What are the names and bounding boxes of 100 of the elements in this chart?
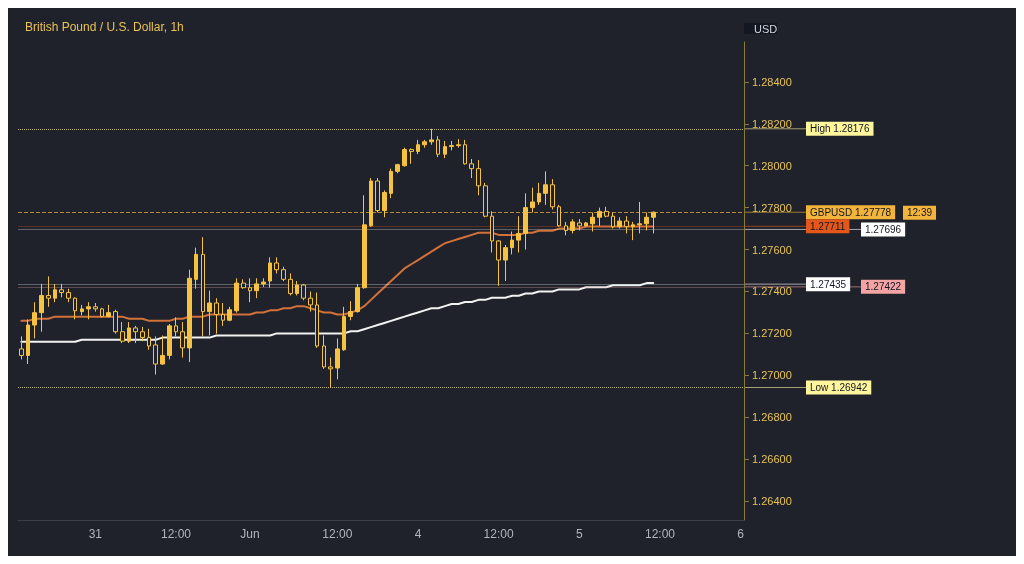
x-tick-label: 12:00	[322, 527, 353, 541]
y-axis-title: USD	[754, 22, 778, 35]
candlestick	[214, 297, 219, 335]
candlestick	[328, 357, 333, 388]
line-series	[20, 282, 655, 343]
candlestick	[570, 218, 575, 234]
candlestick	[409, 148, 414, 165]
ref-line-label: 1.27435	[810, 278, 847, 290]
candlestick	[73, 296, 77, 320]
candlestick	[469, 158, 474, 179]
candlestick	[362, 194, 367, 290]
ref-line-label: 1.27696	[865, 223, 902, 235]
candlestick	[443, 140, 447, 159]
candlestick	[66, 288, 71, 303]
candlestick	[550, 178, 555, 211]
candlestick	[416, 139, 420, 155]
candlestick	[234, 277, 239, 314]
candlestick	[490, 210, 494, 253]
y-tick-label: 1.27600	[752, 243, 792, 256]
y-tick-label: 1.27200	[752, 327, 792, 340]
ref-line-label: Low 1.26942	[810, 382, 868, 393]
candlestick	[597, 207, 602, 227]
candlestick	[160, 335, 165, 366]
candlestick	[523, 192, 528, 251]
candlestick	[180, 321, 185, 359]
x-tick-label: Jun	[240, 527, 260, 541]
candlestick	[651, 210, 656, 234]
candlestick	[584, 221, 588, 228]
candlestick	[557, 204, 561, 228]
candlestick	[93, 302, 98, 313]
candlestick	[348, 300, 353, 321]
candlestick	[153, 335, 158, 375]
candlestick	[402, 147, 407, 168]
candlestick	[100, 307, 104, 318]
x-tick-label: 4	[414, 527, 422, 541]
candlestick	[19, 335, 24, 360]
candlestick	[476, 159, 481, 196]
candlestick	[32, 301, 37, 339]
candlestick	[564, 221, 568, 236]
candlestick	[624, 215, 629, 234]
candlestick	[436, 135, 440, 158]
candlestick	[140, 326, 145, 342]
candlestick	[295, 280, 299, 296]
candlestick	[449, 140, 454, 151]
candlestick	[516, 215, 521, 253]
candlestick	[59, 283, 64, 298]
candlestick	[342, 306, 346, 352]
candlestick	[187, 269, 192, 363]
candlestick	[248, 277, 252, 303]
candlestick	[503, 244, 508, 282]
ref-line-label: High 1.28176	[810, 123, 870, 135]
x-tick-label: 12:00	[483, 527, 514, 541]
candlestick	[537, 182, 541, 206]
candlestick	[106, 304, 111, 318]
candlestick	[53, 283, 57, 303]
text: 12:39	[907, 207, 933, 219]
candlestick	[590, 211, 595, 233]
candlestick	[201, 236, 205, 337]
y-tick-label: 1.28200	[752, 117, 792, 130]
candlestick	[308, 290, 313, 313]
x-tick-label: 12:00	[644, 527, 676, 541]
y-tick-label: 1.27000	[752, 369, 792, 382]
candlestick	[254, 277, 259, 299]
candlestick	[167, 323, 172, 360]
candlestick	[281, 266, 286, 282]
candlestick	[26, 318, 30, 365]
candlestick	[543, 170, 548, 206]
y-tick-label: 1.26400	[752, 495, 792, 508]
candlestick	[335, 337, 340, 380]
chart-title: British Pound / U.S. Dollar, 1h	[25, 20, 184, 34]
y-tick-label: 1.28400	[752, 75, 792, 88]
candlestick	[577, 218, 582, 231]
candlestick	[429, 128, 434, 146]
candlestick	[322, 335, 326, 370]
candlestick	[644, 211, 649, 231]
candlestick	[637, 201, 642, 234]
candlestick	[221, 302, 225, 327]
candlestick	[389, 168, 393, 199]
candlestick	[456, 138, 461, 149]
candlestick	[422, 139, 427, 149]
candlestick	[395, 163, 400, 174]
candlestick	[382, 189, 387, 218]
x-tick-label: 6	[737, 527, 745, 541]
candlestick	[315, 292, 319, 349]
y-tick-label: 1.28000	[752, 159, 792, 172]
candlestick	[80, 304, 84, 316]
x-tick-label: 5	[575, 527, 583, 541]
x-tick-label: 31	[88, 527, 103, 541]
candlestick	[375, 177, 380, 213]
candlestick	[496, 239, 501, 287]
candlestick	[463, 139, 467, 166]
candlestick	[39, 283, 44, 333]
candlestick	[86, 301, 91, 320]
line-series	[20, 225, 655, 322]
candlestick	[174, 316, 178, 337]
candlestick	[611, 211, 615, 230]
candlestick	[604, 206, 609, 218]
candlestick	[46, 275, 51, 308]
candlestick	[631, 221, 635, 241]
candlestick	[113, 309, 118, 335]
